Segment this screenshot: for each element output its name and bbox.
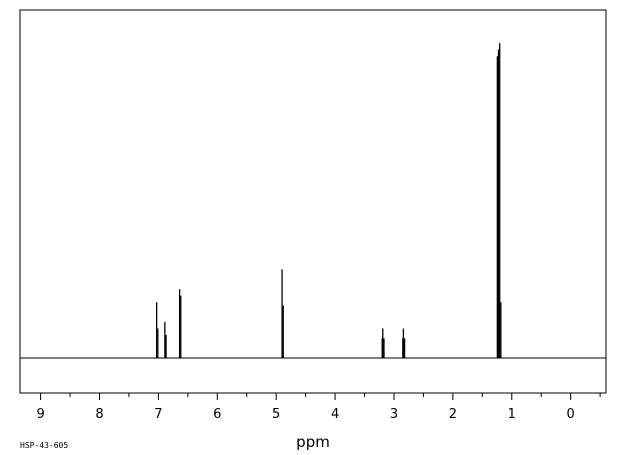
x-tick-label-5: 4 — [331, 407, 339, 422]
x-tick-label-0: 9 — [36, 407, 44, 422]
x-tick-label-1: 8 — [95, 407, 103, 422]
x-tick-label-6: 3 — [390, 407, 398, 422]
x-tick-label-4: 5 — [272, 407, 280, 422]
spectrum-peaks — [20, 43, 606, 359]
x-axis-ticks: 9 8 7 6 5 4 3 2 1 0 — [36, 393, 601, 422]
x-axis-label: ppm — [296, 433, 330, 451]
x-tick-label-7: 2 — [449, 407, 457, 422]
x-tick-label-2: 7 — [154, 407, 162, 422]
x-tick-label-3: 6 — [213, 407, 221, 422]
x-tick-label-9: 0 — [567, 407, 575, 422]
x-tick-label-8: 1 — [508, 407, 516, 422]
plot-frame — [19, 9, 607, 394]
footer-label: HSP-43-605 — [20, 441, 68, 450]
